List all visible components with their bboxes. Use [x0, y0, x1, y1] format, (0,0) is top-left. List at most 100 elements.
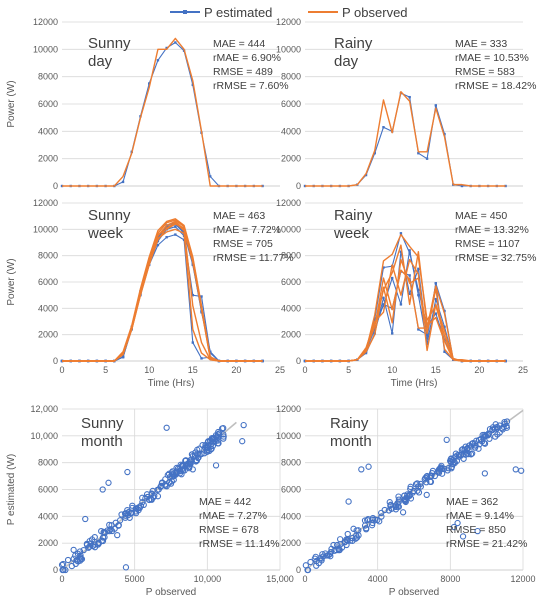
data-point-estimated [174, 41, 177, 44]
data-point [62, 566, 69, 574]
data-point [493, 423, 501, 431]
data-point-estimated [417, 152, 420, 155]
data-point-outlier [358, 466, 365, 473]
panel-rainy-week: 0 2000 4000 6000 8000 10000 12000 0 5 10 15 20 25 Tim… [276, 198, 536, 389]
data-point [219, 425, 226, 432]
data-point-estimated [443, 325, 446, 328]
panel-label: Sunny [88, 35, 131, 52]
y-tick-label: 12000 [276, 198, 301, 208]
data-point-estimated [382, 296, 385, 299]
x-tick-label: 20 [231, 365, 241, 375]
data-point-estimated [460, 184, 464, 188]
panel-label: Rainy [334, 207, 373, 224]
data-point [201, 450, 208, 457]
data-point-outlier [450, 523, 458, 531]
data-point [378, 513, 385, 520]
data-point-estimated [373, 317, 376, 321]
y-tick-label: 4000 [281, 511, 301, 521]
data-point [91, 533, 98, 541]
data-point [304, 566, 312, 574]
data-point-estimated [408, 249, 411, 252]
stat-line: MAE = 450 [455, 210, 507, 222]
data-point [429, 467, 437, 475]
data-point [319, 551, 326, 558]
stat-line: MAE = 333 [455, 38, 507, 50]
y-tick-label: 6000 [281, 277, 301, 287]
data-point-estimated [399, 303, 403, 306]
y-tick-label: 12000 [33, 17, 58, 27]
data-point [435, 469, 443, 476]
data-point [437, 465, 444, 472]
data-point-outlier [239, 438, 246, 445]
data-point [467, 451, 475, 458]
data-point [407, 483, 414, 490]
data-point-estimated [165, 236, 168, 239]
data-point-estimated [382, 304, 385, 307]
data-point [307, 558, 314, 566]
series-line-estimated [305, 251, 506, 362]
data-point [455, 451, 463, 459]
series-line-estimated [305, 270, 506, 362]
data-point-outlier [240, 421, 247, 429]
y-axis-title: Power (W) [6, 258, 17, 305]
data-point-estimated [165, 46, 168, 50]
stat-line: RMSE = 489 [213, 66, 273, 78]
data-point-outlier [82, 515, 89, 523]
series-line-observed [305, 90, 506, 187]
y-axis-title: Power (W) [6, 80, 17, 127]
data-point [462, 448, 469, 455]
data-point-outlier [124, 468, 131, 476]
data-point [60, 560, 67, 568]
data-point [124, 506, 131, 514]
stat-line: rMAE = 6.90% [213, 52, 281, 64]
data-point [313, 557, 320, 565]
data-point [139, 498, 146, 506]
data-point-outlier [114, 531, 121, 539]
data-point [344, 530, 351, 538]
data-point [59, 566, 66, 574]
data-point-estimated [408, 95, 411, 99]
y-tick-label: 2000 [281, 154, 301, 164]
data-point [330, 541, 337, 549]
data-point-estimated [391, 276, 394, 280]
y-tick-label: 6000 [281, 99, 301, 109]
data-point-estimated [434, 297, 437, 301]
data-point-estimated [443, 132, 446, 136]
data-point [342, 538, 349, 545]
data-point-outlier [454, 519, 461, 527]
data-point [178, 466, 185, 474]
data-point [468, 443, 475, 450]
stat-line: RMSE = 1107 [455, 238, 520, 250]
stat-line: RMSE = 850 [446, 524, 506, 536]
data-point [417, 483, 424, 490]
x-tick-label: 15 [188, 365, 198, 375]
data-point [214, 440, 222, 447]
data-point [475, 445, 482, 452]
x-tick-label: 10 [144, 365, 154, 375]
stat-line: MAE = 463 [213, 210, 265, 222]
x-tick-label: 0 [302, 574, 307, 584]
legend: P estimated P observed [170, 5, 408, 20]
data-point-estimated [399, 232, 403, 235]
panel-sunny-month: 0 2000 4000 6000 8000 10,000 12,000 0 5000 10,000… [6, 404, 294, 598]
data-point [468, 450, 476, 457]
data-point-outlier [189, 466, 196, 473]
data-point-estimated [364, 351, 368, 355]
stat-line: rRMSE = 21.42% [446, 538, 527, 550]
y-tick-label: 0 [296, 181, 301, 191]
data-point-outlier [70, 546, 77, 554]
x-tick-label: 8000 [440, 574, 460, 584]
y-axis-title: P estimated (W) [6, 454, 17, 526]
data-point [336, 536, 344, 543]
data-point [361, 517, 369, 524]
y-tick-label: 0 [53, 565, 58, 575]
y-tick-label: 2000 [38, 154, 58, 164]
data-point [494, 431, 501, 438]
data-point-estimated [382, 126, 385, 129]
panel-sunny-week: 0 2000 4000 6000 8000 10000 12000 0 5 10 15 20 25 Pow… [6, 198, 294, 389]
panel-label: month [81, 433, 123, 450]
panel-label: week [333, 225, 370, 242]
data-point [188, 451, 196, 458]
x-axis-title: Time (Hrs) [391, 378, 438, 389]
